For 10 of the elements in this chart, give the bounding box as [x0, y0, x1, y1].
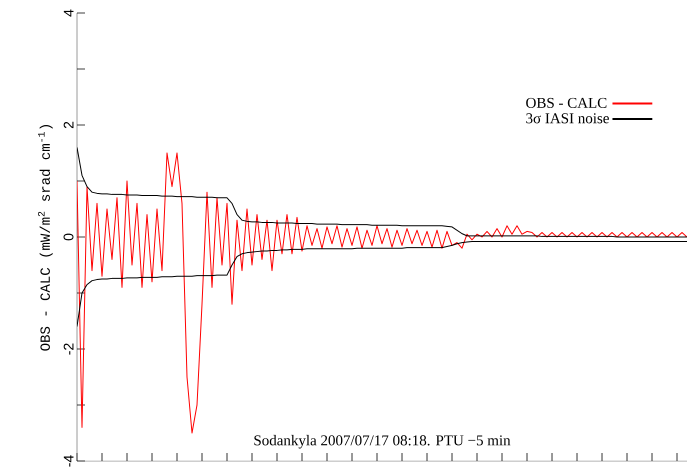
line-series: [77, 152, 687, 434]
legend-label: 3σ IASI noise: [526, 113, 609, 124]
y-tick-label: -2: [64, 343, 74, 355]
legend-label: OBS - CALC: [526, 98, 606, 108]
y-tick-label: 4: [64, 10, 74, 17]
y-tick-label: -4: [64, 455, 74, 467]
annotation: Sodankyla 2007/07/17 08:18. PTU −5 min: [254, 434, 510, 448]
y-tick-label: 0: [64, 234, 74, 240]
y-axis-title: OBS - CALC (mW/m$^{2}$ srad cm$^{-1}$): [38, 125, 53, 351]
y-tick-label: 2: [64, 122, 74, 128]
